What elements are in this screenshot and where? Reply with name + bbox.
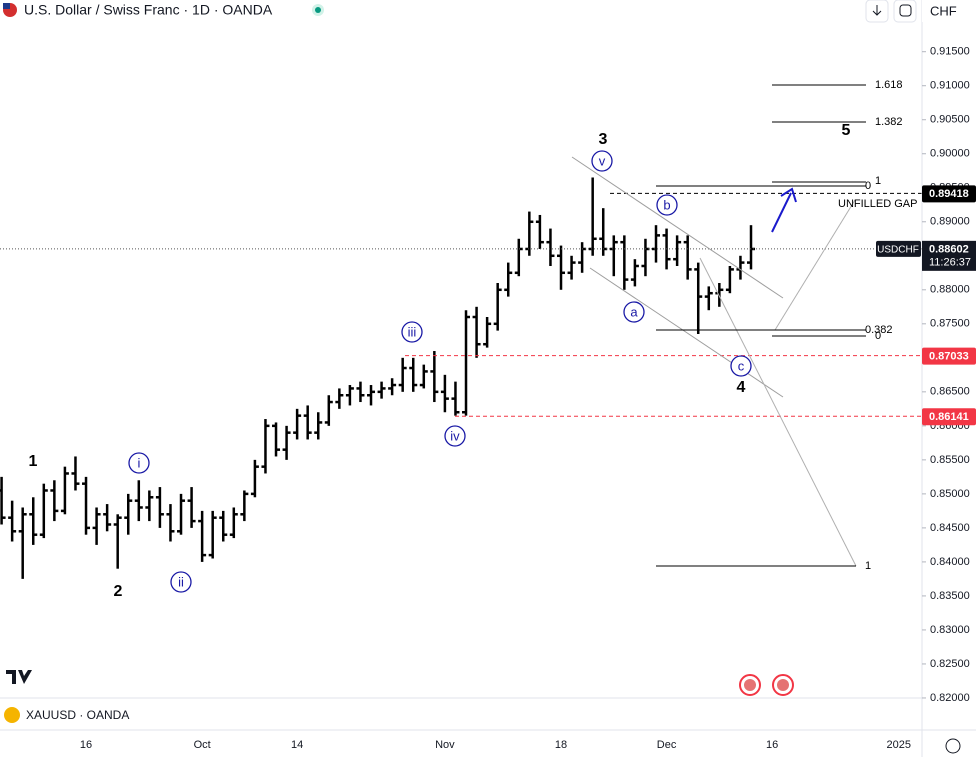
y-tick-label: 0.88000 [930, 284, 970, 296]
price-tag [922, 408, 976, 426]
wave-circled-label: iii [408, 324, 417, 339]
market-status [315, 7, 321, 13]
x-tick-label: 14 [291, 739, 303, 751]
symbol-flag [3, 3, 10, 9]
y-tick-label: 0.84000 [930, 556, 970, 568]
price-tag-label: 0.86141 [929, 411, 969, 423]
channel-line [589, 267, 784, 398]
price-tag [922, 185, 976, 203]
wave-circled-label: c [738, 358, 745, 373]
plot-area [0, 177, 922, 579]
fib-trend-line [774, 199, 856, 331]
symbol-tag [876, 240, 921, 257]
wave-label: 3 [599, 131, 608, 148]
wave-circle [444, 425, 466, 447]
x-tick-label: Dec [657, 739, 677, 751]
x-tick-label: 2025 [887, 739, 911, 751]
y-tick-label: 0.84500 [930, 522, 970, 534]
wave-circle [730, 355, 752, 377]
wave-label: 5 [842, 122, 851, 139]
event-flag-icon [777, 679, 789, 691]
y-tick-label: 0.86500 [930, 386, 970, 398]
wave-label: 1 [29, 453, 38, 470]
currency-label: CHF [930, 3, 957, 18]
wave-circle [591, 150, 613, 172]
x-tick-label: 16 [80, 739, 92, 751]
x-tick-label: 18 [555, 739, 567, 751]
settings-button[interactable] [945, 738, 961, 754]
y-tick-label: 0.83500 [930, 590, 970, 602]
wave-circled-label: ii [178, 574, 184, 589]
y-tick-label: 0.91500 [930, 46, 970, 58]
x-tick-label: Oct [194, 739, 211, 751]
last-price-label: 0.88602 [929, 244, 969, 256]
wave-circled-label: iv [450, 428, 460, 443]
event-flag-icon [744, 679, 756, 691]
fib-label: 1 [875, 175, 881, 187]
y-tick-label: 0.85500 [930, 454, 970, 466]
channel-line [571, 156, 784, 299]
wave-circled-label: v [599, 153, 606, 168]
logo [6, 670, 32, 684]
fib-trend-line [699, 257, 857, 567]
drawings [571, 84, 866, 567]
wave-circle [170, 571, 192, 593]
wave-circle [656, 194, 678, 216]
wave-circle [401, 321, 423, 343]
y-tick-label: 0.82500 [930, 658, 970, 670]
y-tick-label: 0.83000 [930, 624, 970, 636]
fib-label: 1.618 [875, 79, 903, 91]
fib-label: 1.382 [875, 116, 903, 128]
wave-circled-label: b [663, 197, 670, 212]
wave-circle [623, 301, 645, 323]
fib-label: 0.382 [865, 324, 893, 336]
y-tick-label: 0.90000 [930, 148, 970, 160]
fib-label: 0 [875, 330, 881, 342]
last-price-tag [922, 240, 976, 271]
y-tick-label: 0.91000 [930, 80, 970, 92]
price-tag-label: 0.89418 [929, 188, 969, 200]
scroll-icon [872, 5, 882, 16]
countdown: 11:26:37 [929, 257, 971, 269]
fib-label: 0 [865, 180, 871, 192]
y-tick-label: 0.85000 [930, 488, 970, 500]
price-tag-label: 0.87033 [929, 350, 969, 362]
pane-symbol: XAUUSD · OANDA [26, 708, 129, 722]
wave-circled-label: i [138, 455, 141, 470]
chart-title: U.S. Dollar / Swiss Franc · 1D · OANDA [24, 2, 273, 18]
x-tick-label: 16 [766, 739, 778, 751]
price-tag [922, 347, 976, 365]
arrow-head [780, 187, 797, 203]
note: UNFILLED GAP [838, 198, 917, 210]
currency-box[interactable] [922, 0, 976, 22]
y-tick-label: 0.90500 [930, 114, 970, 126]
symbol-tag-text: USDCHF [877, 244, 919, 255]
wave-label: 4 [737, 379, 746, 396]
pane-symbol-icon [4, 707, 20, 723]
arrow [771, 192, 792, 233]
wave-circle [128, 452, 150, 474]
y-tick-label: 0.87500 [930, 318, 970, 330]
fib-label: 1 [865, 560, 871, 572]
x-tick-label: Nov [435, 739, 455, 751]
reset-icon [899, 4, 912, 17]
wave-circled-label: a [630, 304, 638, 319]
y-tick-label: 0.82000 [930, 692, 970, 704]
wave-label: 2 [114, 583, 123, 600]
reset-button[interactable] [893, 0, 917, 23]
y-tick-label: 0.89000 [930, 216, 970, 228]
